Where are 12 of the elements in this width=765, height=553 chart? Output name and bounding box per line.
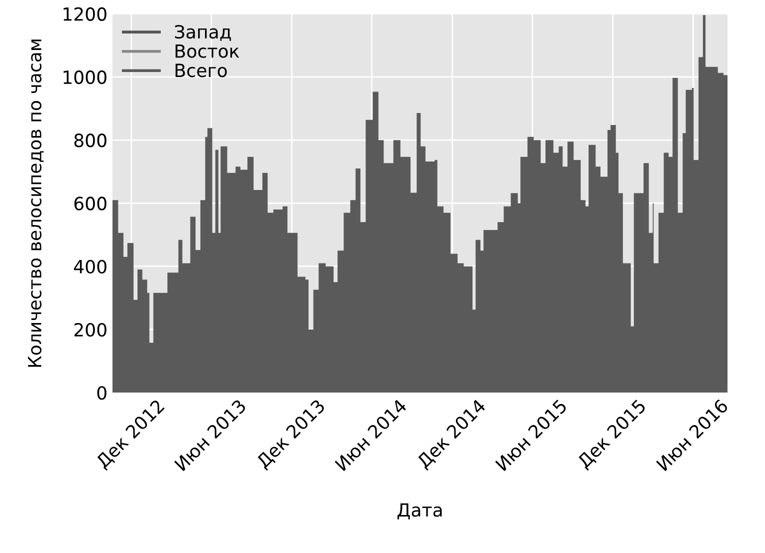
y-tick-label: 400 [74, 260, 106, 274]
legend-label: Восток [176, 44, 240, 58]
y-tick-label: 600 [74, 196, 106, 210]
y-tick-label: 800 [74, 134, 106, 148]
y-tick-label: 0 [97, 386, 106, 400]
y-tick-label: 1000 [64, 70, 106, 84]
x-axis-title: Дата [398, 503, 442, 520]
legend-label: Запад [175, 24, 231, 41]
legend-label: Всего [176, 64, 227, 78]
y-tick-label: 1200 [64, 7, 106, 21]
y-axis-title: Количество велосипедов по часам [28, 40, 44, 367]
y-tick-label: 200 [74, 322, 106, 337]
